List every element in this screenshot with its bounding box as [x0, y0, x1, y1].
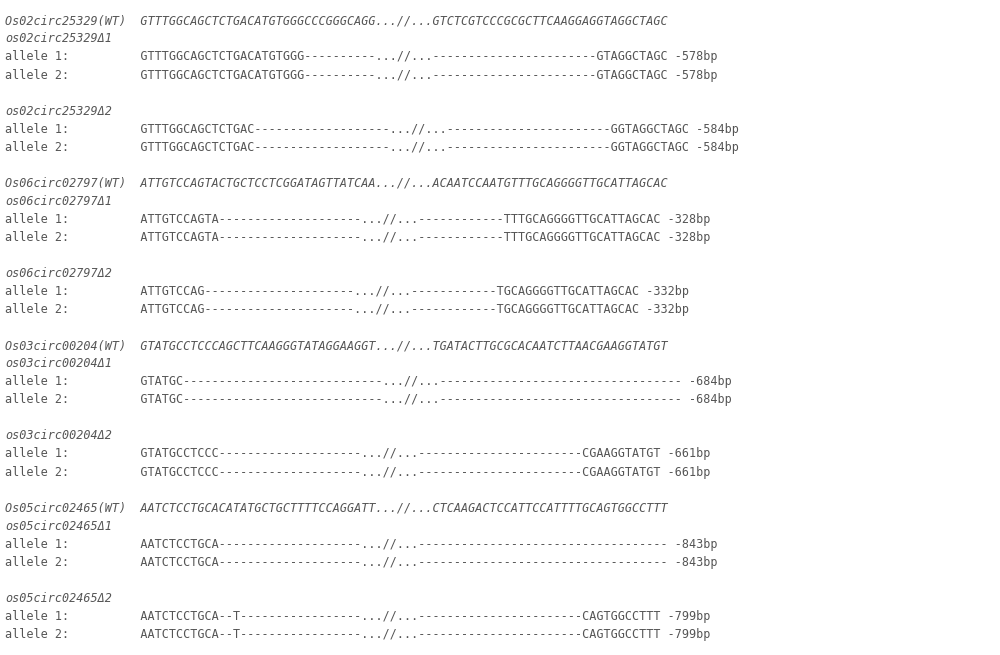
- Text: os05circ02465Δ2: os05circ02465Δ2: [5, 592, 112, 605]
- Text: os02circ25329Δ1: os02circ25329Δ1: [5, 33, 112, 45]
- Text: os02circ25329Δ2: os02circ25329Δ2: [5, 105, 112, 118]
- Text: allele 1:          ATTGTCCAG---------------------...//...------------TGCAGGGGTTG: allele 1: ATTGTCCAG---------------------…: [5, 285, 689, 298]
- Text: allele 1:          GTATGC----------------------------...//...-------------------: allele 1: GTATGC------------------------…: [5, 375, 732, 388]
- Text: allele 2:          GTATGCCTCCC--------------------...//...----------------------: allele 2: GTATGCCTCCC-------------------…: [5, 466, 710, 479]
- Text: Os06circ02797(WT)  ATTGTCCAGTACTGCTCCTCGGATAGTTATCAA...//...ACAATCCAATGTTTGCAGGG: Os06circ02797(WT) ATTGTCCAGTACTGCTCCTCGG…: [5, 177, 668, 190]
- Text: allele 2:          GTTTGGCAGCTCTGACATGTGGG----------...//...--------------------: allele 2: GTTTGGCAGCTCTGACATGTGGG-------…: [5, 69, 718, 81]
- Text: Os05circ02465(WT)  AATCTCCTGCACATATGCTGCTTTTCCAGGATT...//...CTCAAGACTCCATTCCATTT: Os05circ02465(WT) AATCTCCTGCACATATGCTGCT…: [5, 502, 668, 515]
- Text: allele 2:          AATCTCCTGCA--T-----------------...//...----------------------: allele 2: AATCTCCTGCA--T----------------…: [5, 628, 710, 641]
- Text: allele 2:          AATCTCCTGCA--------------------...//...----------------------: allele 2: AATCTCCTGCA-------------------…: [5, 555, 718, 569]
- Text: Os03circ00204(WT)  GTATGCCTCCCAGCTTCAAGGGTATAGGAAGGT...//...TGATACTTGCGCACAATCTT: Os03circ00204(WT) GTATGCCTCCCAGCTTCAAGGG…: [5, 339, 668, 352]
- Text: os05circ02465Δ1: os05circ02465Δ1: [5, 519, 112, 533]
- Text: allele 2:          GTTTGGCAGCTCTGAC-------------------...//...------------------: allele 2: GTTTGGCAGCTCTGAC--------------…: [5, 141, 739, 154]
- Text: allele 1:          AATCTCCTGCA--T-----------------...//...----------------------: allele 1: AATCTCCTGCA--T----------------…: [5, 610, 710, 623]
- Text: allele 2:          GTATGC----------------------------...//...-------------------: allele 2: GTATGC------------------------…: [5, 394, 732, 406]
- Text: allele 1:          GTTTGGCAGCTCTGACATGTGGG----------...//...--------------------: allele 1: GTTTGGCAGCTCTGACATGTGGG-------…: [5, 50, 718, 64]
- Text: os06circ02797Δ2: os06circ02797Δ2: [5, 267, 112, 280]
- Text: os06circ02797Δ1: os06circ02797Δ1: [5, 195, 112, 208]
- Text: allele 2:          ATTGTCCAG---------------------...//...------------TGCAGGGGTTG: allele 2: ATTGTCCAG---------------------…: [5, 303, 689, 316]
- Text: allele 1:          GTTTGGCAGCTCTGAC-------------------...//...------------------: allele 1: GTTTGGCAGCTCTGAC--------------…: [5, 122, 739, 136]
- Text: os03circ00204Δ1: os03circ00204Δ1: [5, 357, 112, 370]
- Text: allele 1:          GTATGCCTCCC--------------------...//...----------------------: allele 1: GTATGCCTCCC-------------------…: [5, 447, 710, 460]
- Text: allele 1:          AATCTCCTGCA--------------------...//...----------------------: allele 1: AATCTCCTGCA-------------------…: [5, 538, 718, 551]
- Text: allele 2:          ATTGTCCAGTA--------------------...//...------------TTTGCAGGGG: allele 2: ATTGTCCAGTA-------------------…: [5, 231, 710, 244]
- Text: Os02circ25329(WT)  GTTTGGCAGCTCTGACATGTGGGCCCGGGCAGG...//...GTCTCGTCCCGCGCTTCAAG: Os02circ25329(WT) GTTTGGCAGCTCTGACATGTGG…: [5, 14, 668, 28]
- Text: os03circ00204Δ2: os03circ00204Δ2: [5, 430, 112, 442]
- Text: allele 1:          ATTGTCCAGTA--------------------...//...------------TTTGCAGGGG: allele 1: ATTGTCCAGTA-------------------…: [5, 213, 710, 226]
